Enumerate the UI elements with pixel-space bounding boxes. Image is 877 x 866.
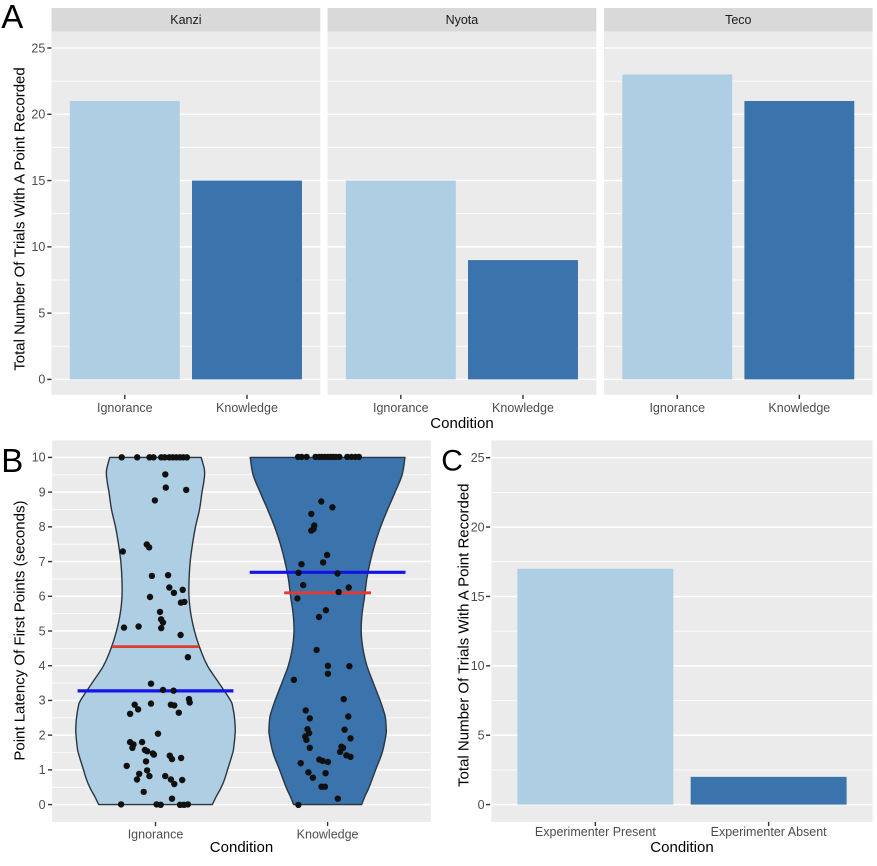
svg-text:Knowledge: Knowledge: [216, 401, 278, 415]
svg-text:Condition: Condition: [650, 839, 713, 856]
svg-text:15: 15: [471, 590, 485, 604]
svg-text:10: 10: [32, 451, 46, 465]
svg-text:20: 20: [31, 108, 45, 122]
svg-text:9: 9: [39, 485, 46, 499]
svg-text:3: 3: [39, 694, 46, 708]
svg-text:10: 10: [31, 240, 45, 254]
svg-text:20: 20: [471, 520, 485, 534]
svg-text:8: 8: [39, 520, 46, 534]
svg-text:5: 5: [38, 306, 45, 320]
svg-text:1: 1: [39, 763, 46, 777]
svg-text:0: 0: [478, 798, 485, 812]
svg-text:0: 0: [38, 373, 45, 387]
svg-text:15: 15: [31, 174, 45, 188]
svg-text:A: A: [1, 0, 23, 35]
svg-text:10: 10: [471, 659, 485, 673]
svg-text:Experimenter Present: Experimenter Present: [535, 825, 656, 839]
svg-text:Ignorance: Ignorance: [128, 828, 184, 842]
svg-text:Knowledge: Knowledge: [492, 401, 554, 415]
svg-text:5: 5: [478, 729, 485, 743]
svg-text:25: 25: [31, 41, 45, 55]
svg-text:Point Latency Of First Points: Point Latency Of First Points (seconds): [12, 501, 29, 761]
svg-text:7: 7: [39, 555, 46, 569]
svg-text:B: B: [1, 442, 23, 479]
svg-text:Ignorance: Ignorance: [373, 401, 429, 415]
svg-text:Condition: Condition: [430, 415, 493, 432]
svg-text:25: 25: [471, 451, 485, 465]
svg-text:Knowledge: Knowledge: [768, 401, 830, 415]
svg-text:Total Number Of Trials With A: Total Number Of Trials With A Point Reco…: [456, 483, 473, 786]
svg-text:Ignorance: Ignorance: [97, 401, 153, 415]
svg-text:5: 5: [39, 624, 46, 638]
svg-text:6: 6: [39, 590, 46, 604]
svg-text:2: 2: [39, 728, 46, 742]
svg-text:Total Number Of Trials With A: Total Number Of Trials With A Point Reco…: [11, 67, 28, 370]
svg-text:Knowledge: Knowledge: [297, 828, 359, 842]
svg-text:Kanzi: Kanzi: [170, 13, 201, 27]
svg-text:C: C: [441, 444, 463, 477]
svg-text:Condition: Condition: [210, 839, 273, 856]
svg-text:Teco: Teco: [725, 13, 751, 27]
svg-text:4: 4: [39, 659, 46, 673]
svg-text:0: 0: [39, 798, 46, 812]
svg-text:Nyota: Nyota: [446, 13, 479, 27]
svg-text:Experimenter Absent: Experimenter Absent: [711, 825, 828, 839]
svg-text:Ignorance: Ignorance: [649, 401, 705, 415]
